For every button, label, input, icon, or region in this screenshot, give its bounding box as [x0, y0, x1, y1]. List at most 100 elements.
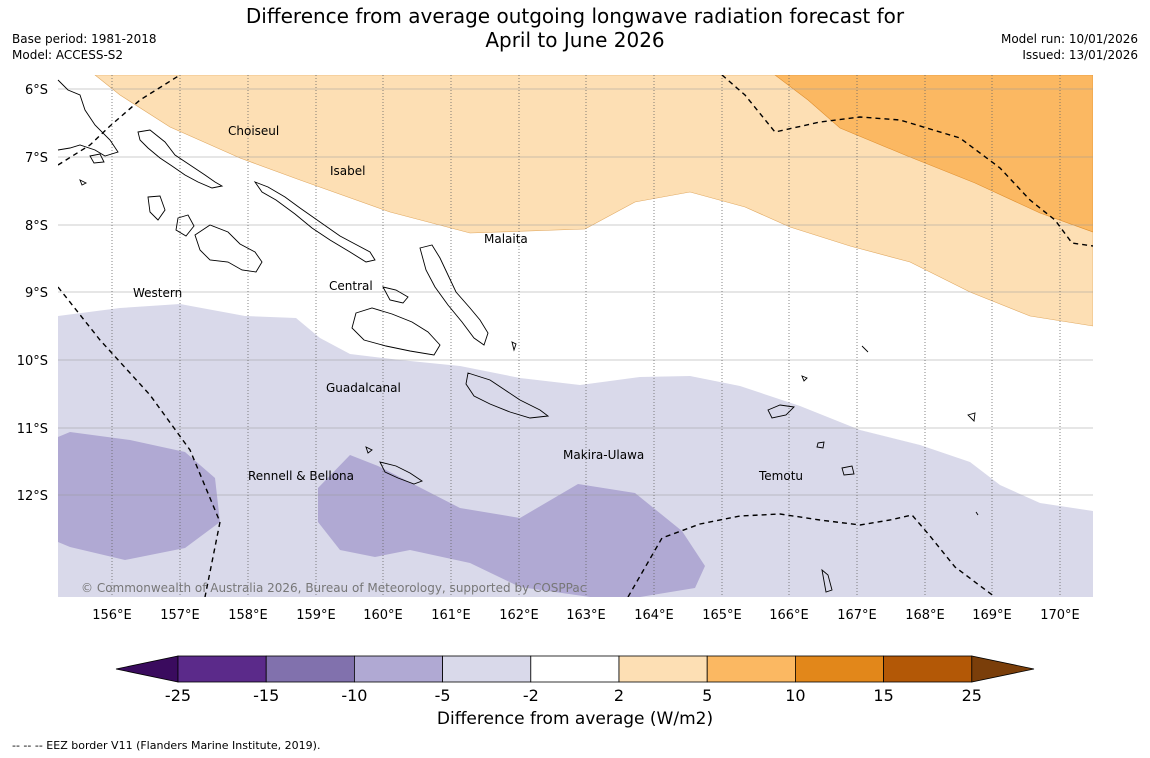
- lat-tick-label: 7°S: [25, 151, 48, 166]
- place-isabel: Isabel: [330, 164, 365, 178]
- place-rennell: Rennell & Bellona: [248, 469, 354, 483]
- lat-tick-label: 6°S: [25, 83, 48, 98]
- place-western: Western: [133, 286, 182, 300]
- colorbar-segment: [265, 655, 355, 683]
- meta-right: Model run: 10/01/2026 Issued: 13/01/2026: [1001, 31, 1138, 63]
- place-guadalcanal: Guadalcanal: [326, 381, 401, 395]
- colorbar-title: Difference from average (W/m2): [436, 709, 714, 729]
- lon-tick-label: 169°E: [972, 608, 1012, 623]
- lat-tick-label: 9°S: [25, 286, 48, 301]
- duff-islands: [861, 345, 869, 353]
- islands: [57, 79, 979, 593]
- colorbar-segment: [795, 655, 885, 683]
- lat-labels: 6°S 7°S 8°S 9°S 10°S 11°S 12°S: [17, 83, 48, 504]
- lon-tick-label: 163°E: [566, 608, 606, 623]
- meta-left: Base period: 1981-2018 Model: ACCESS-S2: [12, 31, 157, 63]
- title-line-1: Difference from average outgoing longwav…: [245, 4, 905, 28]
- base-period: Base period: 1981-2018: [12, 32, 157, 46]
- lon-tick-label: 167°E: [837, 608, 877, 623]
- lat-tick-label: 11°S: [17, 422, 48, 437]
- model-run: Model run: 10/01/2026: [1000, 32, 1138, 46]
- colorbar-extend-low: [115, 655, 179, 683]
- place-malaita: Malaita: [484, 232, 528, 246]
- colorbar-tick-label: 25: [961, 686, 982, 705]
- place-names: Choiseul Isabel Malaita Western Central …: [133, 124, 803, 483]
- place-central: Central: [329, 279, 373, 293]
- colorbar-tick-label: 5: [702, 686, 713, 705]
- lon-grid: [111, 75, 1061, 597]
- tikopia: [967, 412, 976, 422]
- map-area: [58, 75, 1093, 597]
- anomaly-region-5-to-10: [774, 75, 1093, 233]
- title-line-2: April to June 2026: [485, 28, 665, 52]
- lon-tick-label: 165°E: [702, 608, 742, 623]
- small-isle-2: [511, 341, 517, 352]
- small-isle-1: [79, 179, 88, 186]
- anomaly-region-minus-5-to-10: [58, 432, 220, 560]
- colorbar-extend-high: [971, 655, 1035, 683]
- lon-tick-label: 158°E: [228, 608, 268, 623]
- lon-tick-label: 170°E: [1040, 608, 1080, 623]
- colorbar-tick-label: -25: [164, 686, 192, 705]
- colorbar-segment: [177, 655, 267, 683]
- model-name: Model: ACCESS-S2: [12, 48, 124, 62]
- colorbar: [115, 655, 1035, 683]
- colorbar-tick-label: -2: [522, 686, 539, 705]
- bougainville-coast: [57, 79, 119, 157]
- copyright-text: © Commonwealth of Australia 2026, Bureau…: [81, 581, 586, 595]
- colorbar-tick-label: 10: [785, 686, 806, 705]
- place-choiseul: Choiseul: [228, 124, 279, 138]
- lon-tick-label: 168°E: [905, 608, 945, 623]
- new-georgia: [175, 214, 263, 273]
- lon-tick-label: 156°E: [92, 608, 132, 623]
- vella-lavella: [147, 195, 166, 221]
- colorbar-tick-label: 2: [613, 686, 625, 705]
- colorbar-tick-label: -15: [253, 686, 280, 705]
- lon-tick-label: 160°E: [363, 608, 403, 623]
- colorbar-segment: [530, 655, 620, 683]
- place-temotu: Temotu: [758, 469, 803, 483]
- lat-tick-label: 12°S: [17, 489, 48, 504]
- colorbar-tick-label: -5: [434, 686, 451, 705]
- anomaly-region-2-to-5: [94, 75, 1093, 327]
- lon-tick-label: 166°E: [769, 608, 809, 623]
- lon-tick-label: 157°E: [160, 608, 200, 623]
- small-isle-3: [821, 568, 833, 593]
- lon-tick-label: 164°E: [634, 608, 674, 623]
- makira-island: [465, 372, 550, 419]
- eez-borders: [58, 75, 1093, 597]
- lat-tick-label: 8°S: [25, 219, 48, 234]
- reef-islands: [801, 375, 808, 382]
- lon-tick-label: 159°E: [296, 608, 336, 623]
- colorbar-segment: [883, 655, 973, 683]
- lat-grid: [58, 88, 1093, 496]
- isabel-island: [253, 181, 376, 263]
- bellona-island: [365, 446, 373, 454]
- issued-date: Issued: 13/01/2026: [1022, 48, 1138, 62]
- shortland: [89, 153, 105, 164]
- eez-footnote: -- -- -- EEZ border V11 (Flanders Marine…: [12, 739, 321, 752]
- utupua: [841, 465, 855, 476]
- lon-labels: 156°E 157°E 158°E 159°E 160°E 161°E 162°E 163°E…: [92, 608, 1080, 623]
- colorbar-segment: [353, 655, 443, 683]
- colorbar-segment: [706, 655, 796, 683]
- rennell-island: [379, 461, 423, 485]
- place-makira: Makira-Ulawa: [563, 448, 644, 462]
- colorbar-segment: [442, 655, 532, 683]
- lon-tick-label: 162°E: [499, 608, 539, 623]
- anuta: [975, 511, 979, 516]
- choiseul-island: [137, 129, 224, 189]
- vanikoro: [816, 441, 825, 449]
- nggela: [382, 286, 409, 304]
- anomaly-region-minus-2-to-5: [58, 304, 1093, 597]
- lon-tick-label: 161°E: [431, 608, 471, 623]
- anomaly-region-minus-5-to-10-east: [318, 455, 705, 597]
- chart-title: Difference from average outgoing longwav…: [0, 4, 1150, 52]
- lat-tick-label: 10°S: [17, 354, 48, 369]
- santa-cruz-island: [767, 404, 795, 419]
- guadalcanal-island: [351, 307, 441, 356]
- colorbar-tick-label: 15: [873, 686, 894, 705]
- colorbar-segment: [618, 655, 708, 683]
- malaita-island: [419, 244, 489, 346]
